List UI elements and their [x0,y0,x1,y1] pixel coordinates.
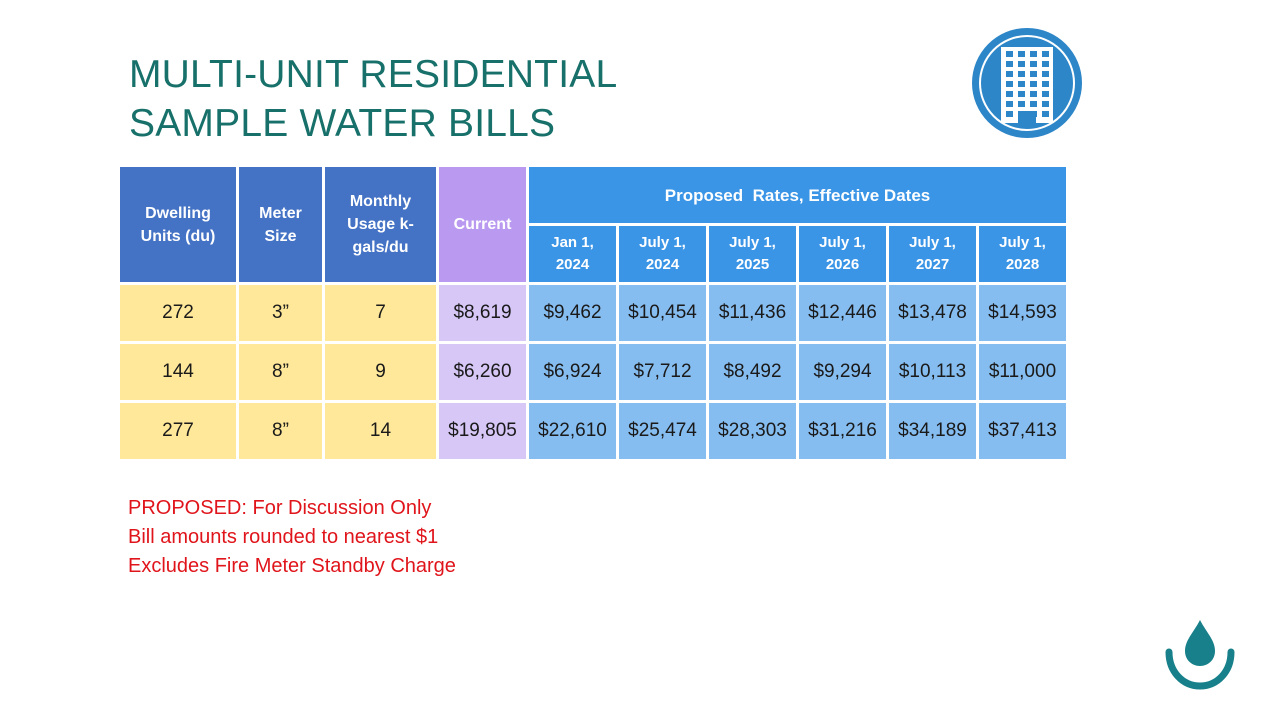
header-date-2: July 1, 2024 [616,223,709,285]
date-label: Jan 1, [551,234,594,251]
dwelling-units-cell: 144 [117,341,239,403]
monthly-usage-cell: 14 [322,400,439,462]
proposed-bill-cell: $8,492 [706,341,799,403]
header-date-1: Jan 1, 2024 [526,223,619,285]
dwelling-units-cell: 277 [117,400,239,462]
header-current: Current [436,164,529,285]
note-proposed: PROPOSED: For Discussion Only [128,497,432,519]
header-date-5: July 1, 2027 [886,223,979,285]
water-drop-logo [1165,620,1235,690]
proposed-bill-cell: $28,303 [706,400,799,462]
proposed-bill-cell: $10,113 [886,341,979,403]
current-bill-cell: $8,619 [436,282,529,344]
effective-dates-row: Jan 1, 2024 July 1, 2024 July 1, 2025 July 1, 2… [119,223,1069,285]
building-icon [972,28,1082,138]
proposed-bill-cell: $34,189 [886,400,979,462]
header-date-3: July 1, 2025 [706,223,799,285]
proposed-bill-cell: $9,462 [526,282,619,344]
proposed-bill-cell: $11,000 [976,341,1069,403]
proposed-bill-cell: $25,474 [616,400,709,462]
water-bills-table: Dwelling Units (du) Meter Size Monthly U… [117,164,1069,462]
notes: PROPOSED: For Discussion Only Bill amoun… [128,494,456,581]
header-date-6: July 1, 2028 [976,223,1069,285]
page-title: MULTI-UNIT RESIDENTIAL SAMPLE WATER BILL… [129,50,617,148]
meter-size-cell: 8” [236,400,325,462]
proposed-bill-cell: $7,712 [616,341,709,403]
proposed-bill-cell: $31,216 [796,400,889,462]
table-row: 272 3” 7 $8,619 $9,462 $10,454 $11,436 $12,446 $… [117,282,1069,344]
date-year: 2026 [825,256,860,273]
title-line-2: SAMPLE WATER BILLS [129,102,556,145]
monthly-usage-cell: 7 [322,282,439,344]
date-year: 2028 [1005,256,1040,273]
date-year: 2025 [735,256,770,273]
header-monthly-usage: Monthly Usage k-gals/du [322,164,439,285]
proposed-bill-cell: $13,478 [886,282,979,344]
date-label: July 1, [999,234,1046,251]
dwelling-units-cell: 272 [117,282,239,344]
date-label: July 1, [729,234,776,251]
proposed-bill-cell: $9,294 [796,341,889,403]
table-row: 144 8” 9 $6,260 $6,924 $7,712 $8,492 $9,294 $10,… [117,341,1069,403]
current-bill-cell: $6,260 [436,341,529,403]
proposed-bill-cell: $11,436 [706,282,799,344]
note-rounding: Bill amounts rounded to nearest $1 [128,526,439,548]
date-label: July 1, [639,234,686,251]
proposed-bill-cell: $6,924 [526,341,619,403]
date-label: July 1, [909,234,956,251]
date-year: 2024 [645,256,680,273]
proposed-bill-cell: $10,454 [616,282,709,344]
proposed-bill-cell: $14,593 [976,282,1069,344]
meter-size-cell: 8” [236,341,325,403]
title-line-1: MULTI-UNIT RESIDENTIAL [129,53,618,96]
date-label: July 1, [819,234,866,251]
proposed-bill-cell: $22,610 [526,400,619,462]
monthly-usage-cell: 9 [322,341,439,403]
header-dwelling-units: Dwelling Units (du) [117,164,239,285]
note-exclusion: Excludes Fire Meter Standby Charge [128,555,456,577]
header-date-4: July 1, 2026 [796,223,889,285]
table-row: 277 8” 14 $19,805 $22,610 $25,474 $28,303 $31,2… [117,400,1069,462]
proposed-bill-cell: $12,446 [796,282,889,344]
current-bill-cell: $19,805 [436,400,529,462]
proposed-bill-cell: $37,413 [976,400,1069,462]
date-year: 2024 [555,256,590,273]
header-meter-size: Meter Size [236,164,325,285]
header-proposed-rates: Proposed Rates, Effective Dates [526,164,1069,226]
meter-size-cell: 3” [236,282,325,344]
date-year: 2027 [915,256,950,273]
